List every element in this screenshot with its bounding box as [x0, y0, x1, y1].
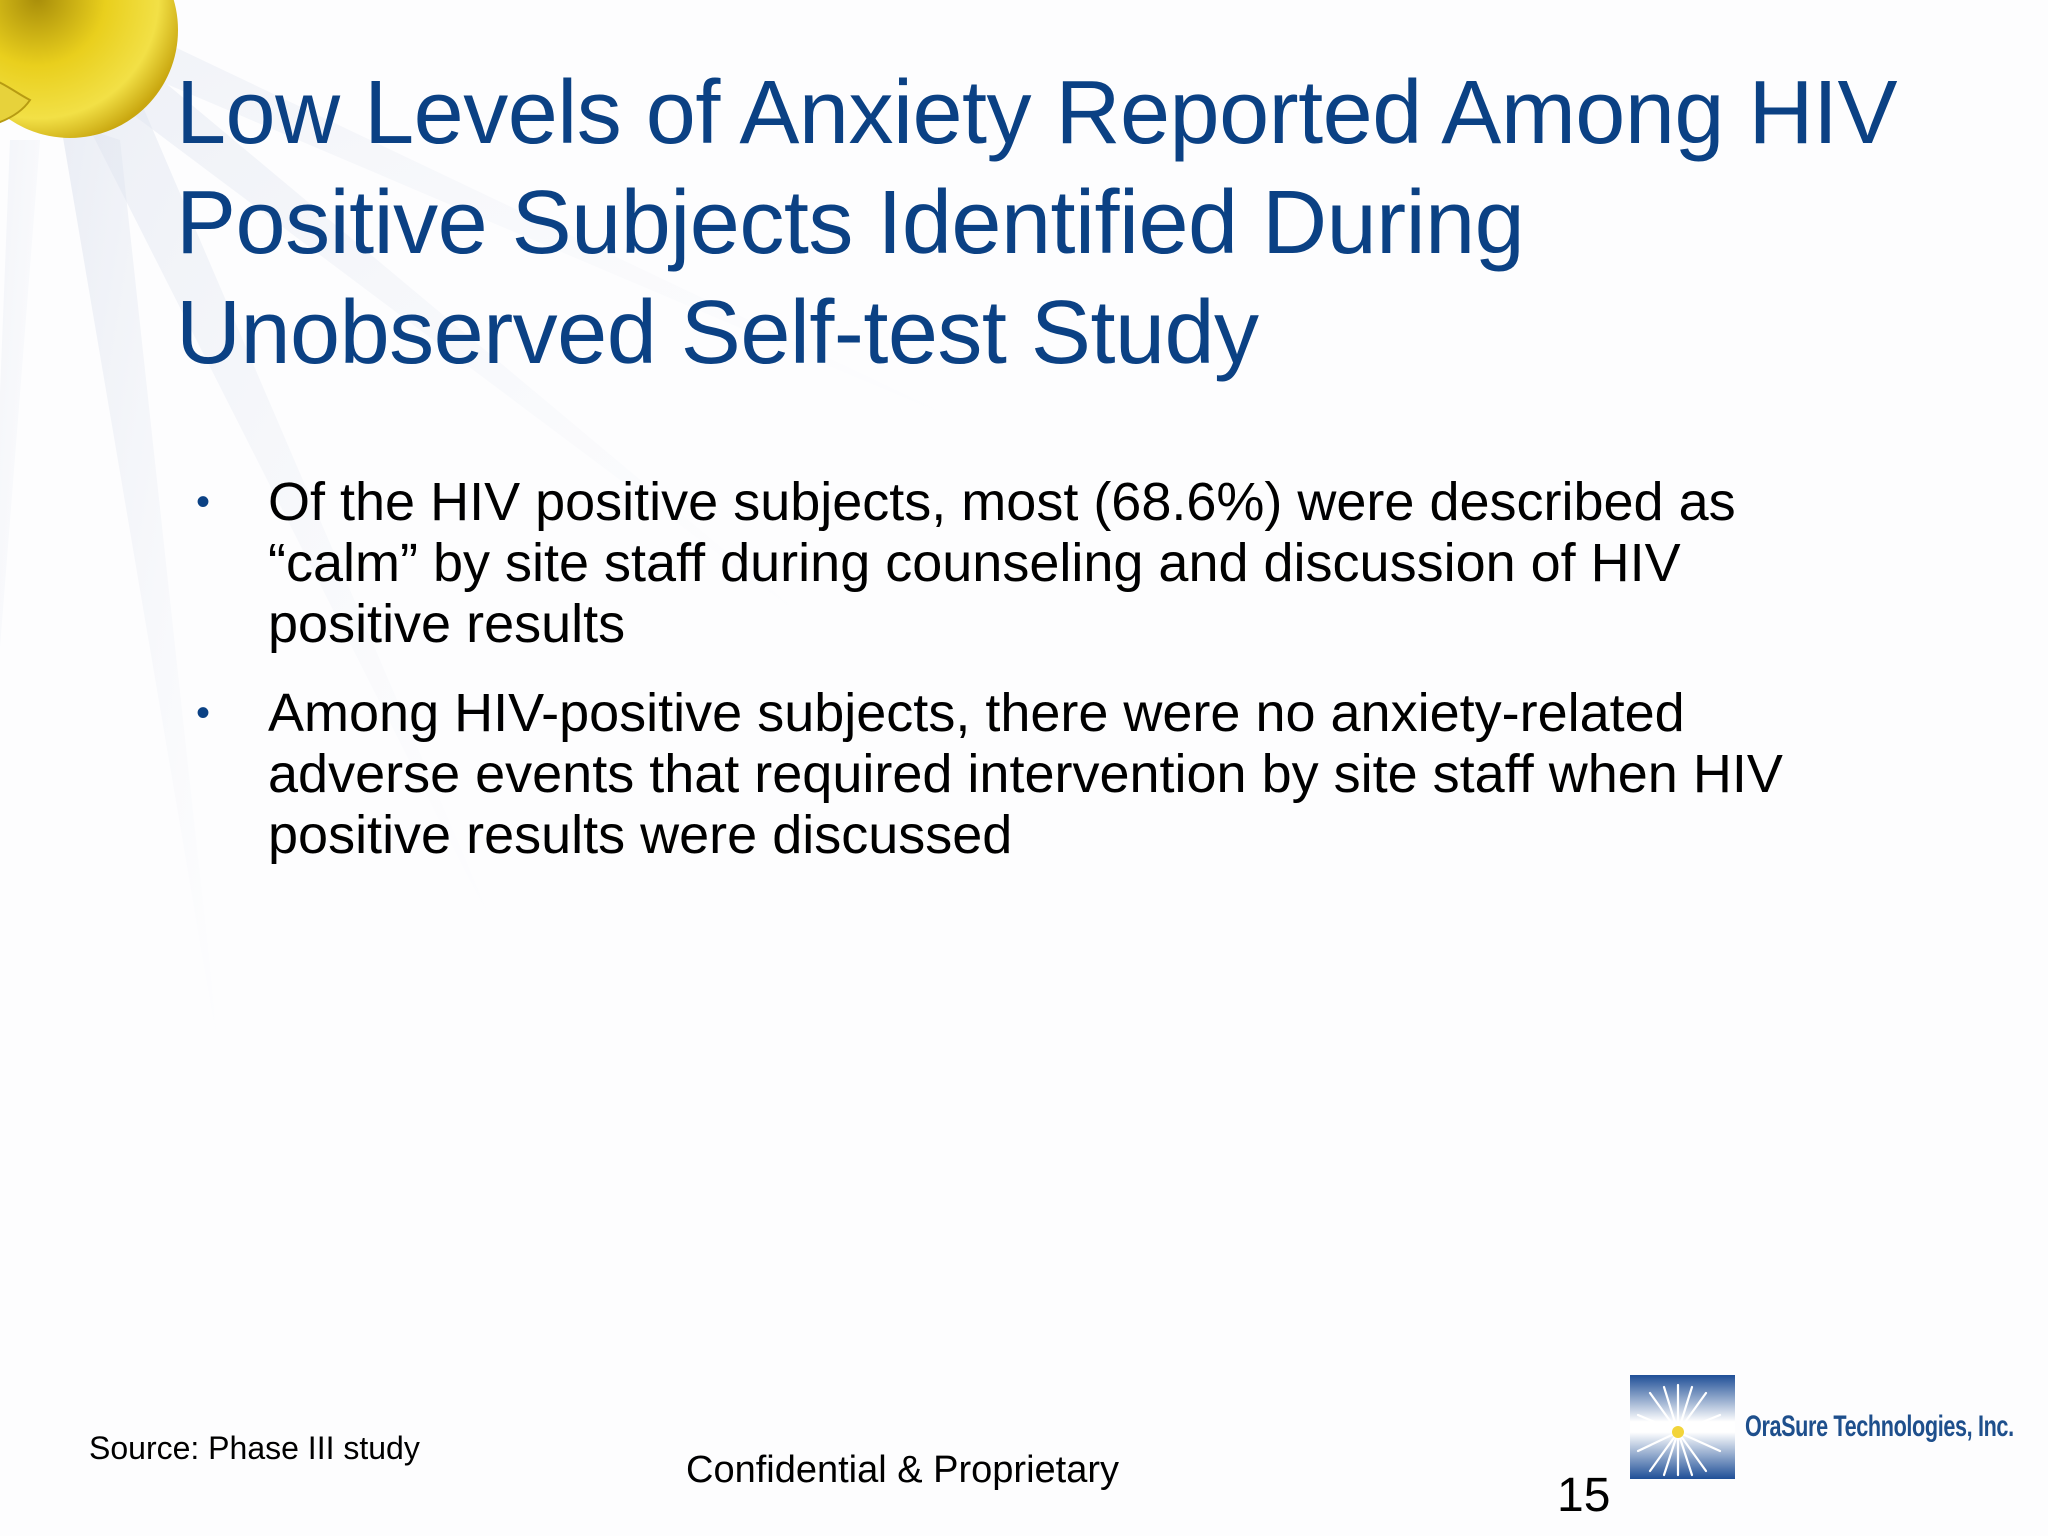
slide-title: Low Levels of Anxiety Reported Among HIV… [176, 58, 2006, 388]
bullet-dot-icon: • [196, 480, 211, 524]
title-line: Positive Subjects Identified During [176, 173, 1525, 273]
title-line: Low Levels of Anxiety Reported Among HIV [176, 63, 1897, 163]
source-note: Source: Phase III study [89, 1430, 420, 1466]
confidential-label: Confidential & Proprietary [686, 1449, 1119, 1491]
bullet-text-line: Among HIV-positive subjects, there were … [268, 683, 1685, 743]
page-number: 15 [1557, 1469, 1611, 1522]
title-line: Unobserved Self-test Study [176, 283, 1259, 383]
bullet-text-line: positive results [268, 594, 626, 654]
gold-globe-icon [0, 0, 178, 138]
bullet-item: • Among HIV-positive subjects, there wer… [188, 683, 1888, 866]
bullet-list: • Of the HIV positive subjects, most (68… [188, 472, 1888, 894]
company-logo: OraSure Technologies, Inc. [1630, 1375, 2048, 1479]
logo-text: OraSure Technologies, Inc. [1745, 1410, 2014, 1443]
bullet-item: • Of the HIV positive subjects, most (68… [188, 472, 1888, 655]
bullet-text-line: “calm” by site staff during counseling a… [268, 533, 1681, 593]
bullet-text-line: Of the HIV positive subjects, most (68.6… [268, 472, 1736, 532]
bullet-dot-icon: • [196, 691, 211, 735]
bullet-text-line: positive results were discussed [268, 805, 1013, 865]
bullet-text-line: adverse events that required interventio… [268, 744, 1783, 804]
sunburst-logo-icon [1630, 1375, 1735, 1479]
